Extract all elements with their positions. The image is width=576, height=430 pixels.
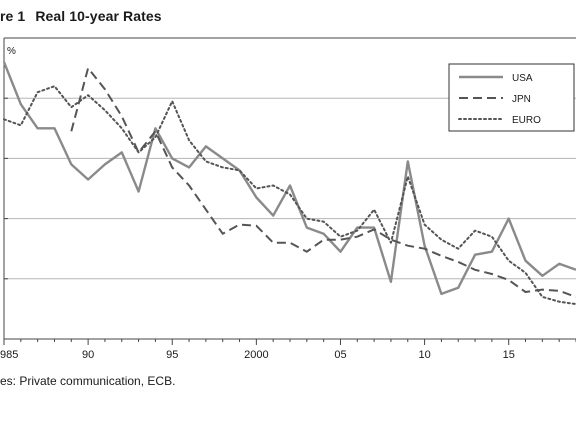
x-tick-label: 90 — [82, 349, 94, 361]
x-tick-label: 2000 — [244, 349, 268, 361]
line-chart: 985 90 95 2000 05 10 15 USA JPN EURO — [0, 37, 576, 361]
series-line-usa — [2, 61, 576, 296]
x-tick-label: 05 — [334, 349, 346, 361]
x-tick-label: 95 — [166, 349, 178, 361]
legend-label-jpn: JPN — [512, 94, 531, 105]
figure-number: re 1 — [0, 8, 26, 24]
figure-title: re 1 Real 10-year Rates — [0, 8, 162, 24]
series-line-euro — [3, 85, 576, 306]
series-line-jpn — [70, 67, 576, 298]
x-tick-label: 10 — [418, 349, 430, 361]
x-tick-label: 985 — [0, 349, 18, 361]
figure-title-text: Real 10-year Rates — [35, 8, 162, 24]
legend-label-euro: EURO — [512, 115, 541, 126]
x-tick-label: 15 — [503, 349, 515, 361]
source-note: es: Private communication, ECB. — [0, 374, 176, 388]
y-axis-unit: % — [7, 46, 16, 57]
legend-label-usa: USA — [512, 73, 533, 84]
